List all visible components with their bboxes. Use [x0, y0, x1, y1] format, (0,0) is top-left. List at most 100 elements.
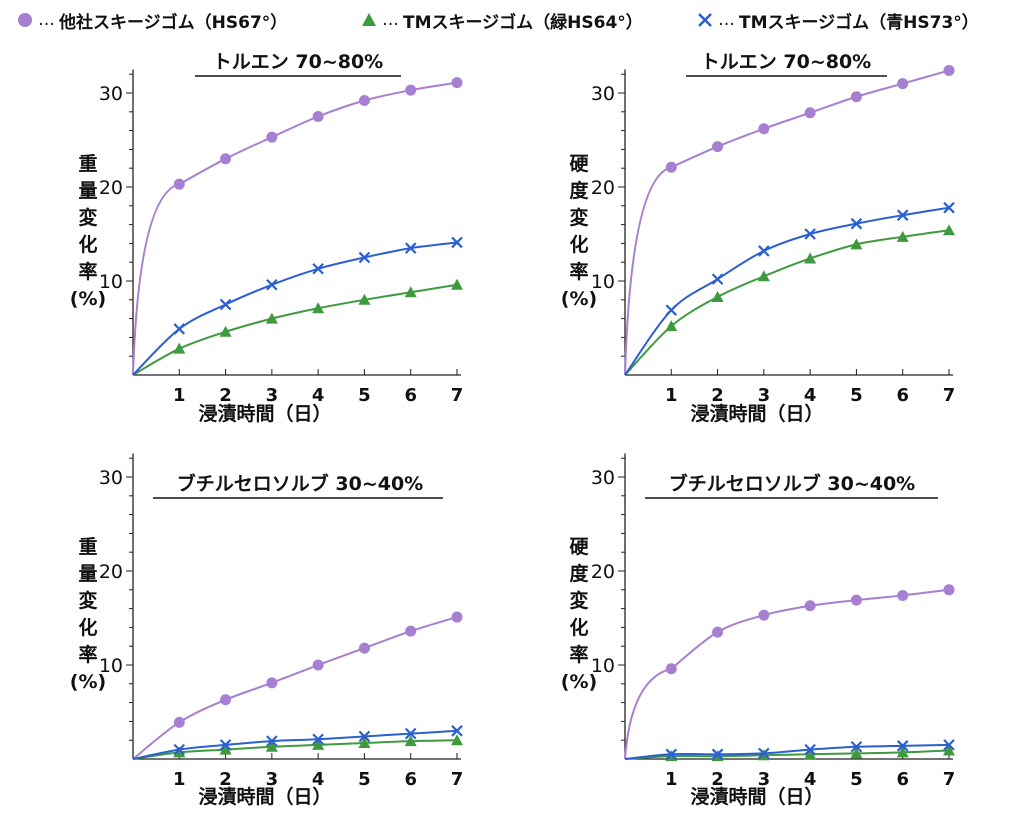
- legend-item-tm-green: … TMスキージゴム（緑HS64°）: [358, 8, 643, 33]
- legend-dots: …: [718, 10, 735, 30]
- data-point: [758, 123, 770, 135]
- legend-item-other-company: … 他社スキージゴム（HS67°）: [14, 8, 288, 33]
- data-point: [404, 242, 417, 254]
- x-tick-label: 3: [758, 769, 771, 790]
- y-axis-label-char: (%): [70, 288, 106, 310]
- data-point: [711, 273, 724, 285]
- data-point: [312, 302, 325, 314]
- data-point: [896, 209, 909, 221]
- y-tick-label: 20: [591, 561, 615, 583]
- series-3: [132, 236, 463, 376]
- series-1: [132, 77, 463, 376]
- y-axis-label-char: 硬: [569, 153, 589, 175]
- triangle-marker-icon: [362, 13, 376, 26]
- data-point: [850, 741, 863, 753]
- x-tick-label: 4: [312, 385, 325, 406]
- data-point: [451, 725, 463, 737]
- x-tick-label: 1: [173, 385, 186, 406]
- data-point: [665, 748, 678, 761]
- data-point: [265, 740, 278, 752]
- y-axis-label-char: 量: [78, 180, 97, 202]
- data-point: [451, 77, 463, 89]
- data-point: [312, 733, 324, 746]
- data-point: [266, 677, 278, 689]
- data-point: [712, 626, 724, 638]
- data-point: [757, 270, 770, 282]
- x-tick-label: 2: [711, 769, 724, 790]
- x-tick-label: 3: [266, 769, 279, 790]
- x-axis-label: 浸漬時間（日）: [690, 402, 823, 425]
- circle-marker-icon: [18, 13, 32, 27]
- series-2: [624, 224, 955, 376]
- x-tick-label: 5: [358, 385, 371, 406]
- data-point: [943, 201, 955, 214]
- x-tick-label: 3: [758, 385, 771, 406]
- y-axis-label-char: 変: [78, 206, 97, 229]
- legend: … 他社スキージゴム（HS67°） … TMスキージゴム（緑HS64°） … T…: [0, 0, 1021, 40]
- series-line: [624, 229, 950, 376]
- chart-title: トルエン 70~80%: [213, 51, 383, 73]
- data-point: [404, 727, 417, 740]
- data-point: [266, 278, 278, 291]
- x-tick-label: 1: [173, 769, 186, 790]
- data-point: [173, 746, 186, 758]
- x-tick-label: 1: [665, 385, 678, 406]
- data-point: [173, 342, 186, 354]
- data-point: [265, 312, 278, 324]
- y-tick-label: 30: [99, 467, 123, 489]
- x-tick-label: 3: [266, 385, 279, 406]
- data-point: [665, 161, 677, 173]
- y-axis-label-char: 変: [78, 589, 97, 612]
- x-tick-label: 6: [404, 769, 417, 790]
- x-axis-label: 浸漬時間（日）: [690, 785, 823, 808]
- legend-label: TMスキージゴム（緑HS64°）: [403, 12, 643, 33]
- x-tick-label: 6: [896, 385, 909, 406]
- y-tick-label: 20: [99, 561, 123, 583]
- data-point: [896, 746, 909, 758]
- x-tick-label: 5: [850, 385, 863, 406]
- series-1: [624, 64, 955, 376]
- y-axis-label-char: (%): [561, 671, 597, 693]
- x-tick-label: 5: [850, 769, 863, 790]
- data-point: [312, 263, 324, 275]
- x-tick-label: 2: [711, 385, 724, 406]
- series-2: [132, 278, 463, 376]
- series-line: [132, 616, 458, 760]
- series-line: [624, 588, 950, 760]
- series-3: [132, 725, 463, 760]
- data-point: [451, 734, 463, 746]
- y-axis-label-char: 硬: [569, 536, 589, 558]
- chart-panel-4: 10 20 30 1 2 3 4 5 6 7 ブチルセロソルブ 30~40% 浸漬時間（日） 硬度変化率…: [561, 453, 955, 808]
- data-point: [451, 278, 463, 290]
- series-line: [624, 206, 950, 376]
- legend-dots: …: [38, 10, 55, 30]
- y-axis-label-char: 化: [569, 233, 588, 256]
- data-point: [220, 694, 232, 706]
- legend-label: 他社スキージゴム（HS67°）: [59, 12, 288, 33]
- y-axis-label-char: 重: [78, 536, 97, 558]
- y-axis-label-char: 重: [78, 153, 97, 175]
- y-axis-label-char: 率: [78, 260, 97, 283]
- y-axis-label-char: 化: [569, 616, 588, 639]
- x-tick-label: 7: [451, 769, 464, 790]
- x-tick-label: 2: [219, 385, 232, 406]
- x-tick-label: 5: [358, 769, 371, 790]
- y-tick-label: 10: [591, 271, 615, 293]
- series-line: [624, 749, 950, 760]
- series-1: [132, 611, 463, 760]
- y-axis-label-char: 変: [569, 206, 588, 229]
- y-tick-label: 20: [591, 177, 615, 199]
- y-tick-label: 20: [99, 177, 123, 199]
- data-point: [219, 325, 232, 337]
- y-axis-label-char: 度: [569, 179, 589, 202]
- data-point: [219, 743, 232, 755]
- data-point: [312, 111, 324, 122]
- data-point: [404, 735, 417, 747]
- x-tick-label: 4: [804, 769, 817, 790]
- x-tick-label: 7: [943, 385, 956, 406]
